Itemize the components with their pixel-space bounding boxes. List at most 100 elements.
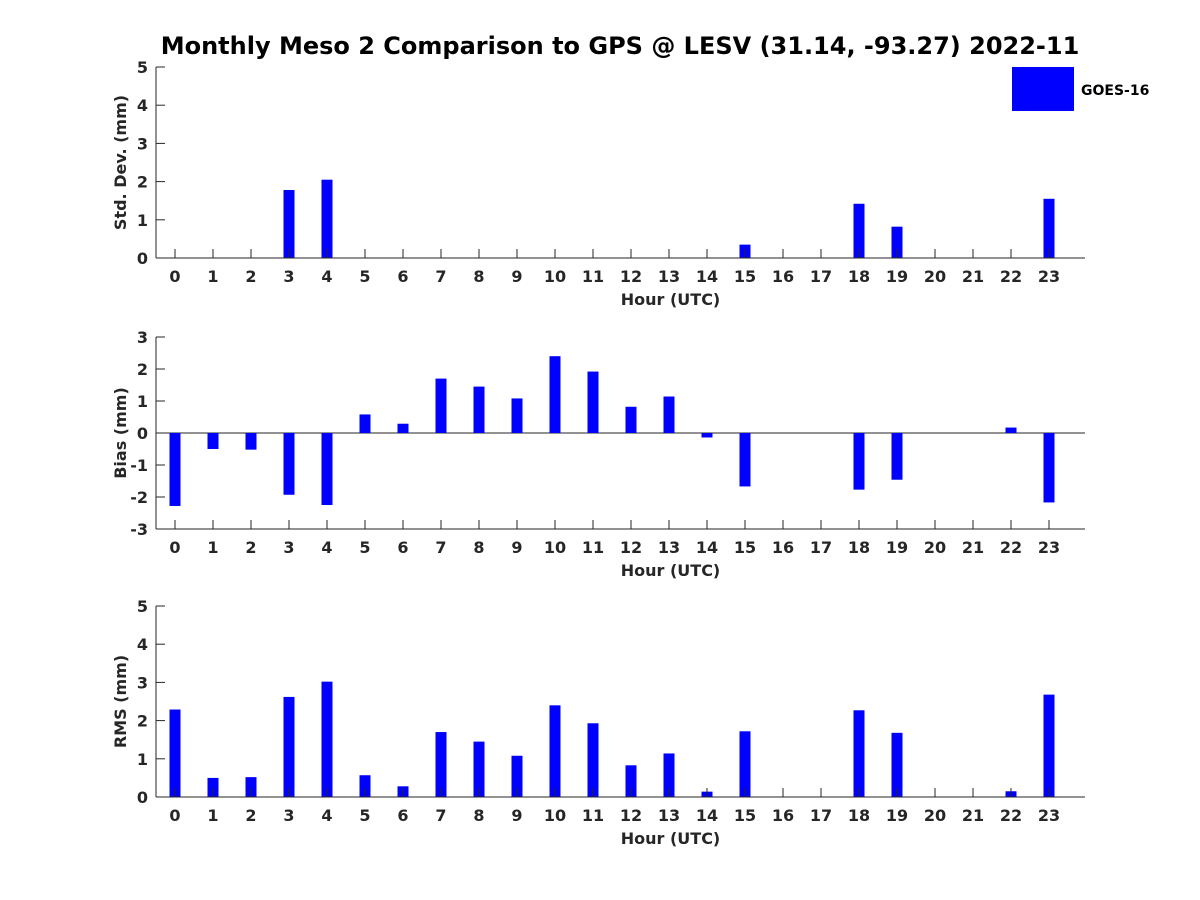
y-tick-label: 1 xyxy=(137,392,148,411)
x-tick-label: 11 xyxy=(582,538,604,557)
bar-hour-10 xyxy=(549,356,561,433)
x-tick-label: 12 xyxy=(620,538,642,557)
x-tick-label: 21 xyxy=(962,806,984,825)
bar-hour-13 xyxy=(663,753,675,797)
x-tick-label: 18 xyxy=(848,267,870,286)
bar-hour-0 xyxy=(169,433,181,506)
x-tick-label: 5 xyxy=(359,538,370,557)
y-tick-label: 1 xyxy=(137,750,148,769)
x-tick-label: 17 xyxy=(810,267,832,286)
x-tick-label: 4 xyxy=(321,806,332,825)
y-tick-label: 3 xyxy=(137,328,148,347)
y-tick-label: 5 xyxy=(137,58,148,77)
x-tick-label: 2 xyxy=(245,267,256,286)
x-tick-label: 16 xyxy=(772,267,794,286)
x-tick-label: 1 xyxy=(207,538,218,557)
x-tick-label: 3 xyxy=(283,806,294,825)
bar-hour-15 xyxy=(739,731,751,797)
x-tick-label: 20 xyxy=(924,538,946,557)
y-tick-label: 2 xyxy=(137,360,148,379)
x-tick-label: 7 xyxy=(435,538,446,557)
legend: GOES-16 xyxy=(1012,67,1149,111)
x-tick-label: 15 xyxy=(734,538,756,557)
x-tick-label: 17 xyxy=(810,806,832,825)
bar-hour-12 xyxy=(625,765,637,797)
y-tick-label: 0 xyxy=(137,424,148,443)
bar-hour-4 xyxy=(321,681,333,797)
y-tick-label: 3 xyxy=(137,673,148,692)
x-tick-label: 7 xyxy=(435,267,446,286)
x-tick-label: 1 xyxy=(207,267,218,286)
y-tick-label: 1 xyxy=(137,211,148,230)
bar-hour-7 xyxy=(435,732,447,797)
x-tick-label: 4 xyxy=(321,538,332,557)
x-tick-label: 8 xyxy=(473,806,484,825)
y-tick-label: -2 xyxy=(130,488,148,507)
x-tick-label: 6 xyxy=(397,806,408,825)
x-tick-label: 8 xyxy=(473,538,484,557)
x-tick-label: 21 xyxy=(962,267,984,286)
x-tick-label: 14 xyxy=(696,267,718,286)
y-tick-label: 3 xyxy=(137,134,148,153)
x-tick-label: 4 xyxy=(321,267,332,286)
bar-hour-0 xyxy=(169,709,181,797)
bar-hour-15 xyxy=(739,433,751,487)
x-tick-label: 16 xyxy=(772,806,794,825)
x-tick-label: 9 xyxy=(511,267,522,286)
y-tick-label: 2 xyxy=(137,173,148,192)
x-tick-label: 3 xyxy=(283,267,294,286)
x-tick-label: 19 xyxy=(886,267,908,286)
x-tick-label: 17 xyxy=(810,538,832,557)
x-tick-label: 20 xyxy=(924,267,946,286)
bar-hour-1 xyxy=(207,433,219,449)
x-tick-label: 22 xyxy=(1000,267,1022,286)
bar-hour-18 xyxy=(853,433,865,490)
x-tick-label: 11 xyxy=(582,806,604,825)
x-tick-label: 19 xyxy=(886,806,908,825)
y-axis-label: Std. Dev. (mm) xyxy=(111,95,130,230)
bar-hour-5 xyxy=(359,414,371,433)
x-tick-label: 6 xyxy=(397,538,408,557)
y-tick-label: 4 xyxy=(137,96,148,115)
x-tick-label: 2 xyxy=(245,538,256,557)
bar-hour-18 xyxy=(853,203,865,258)
x-tick-label: 23 xyxy=(1038,267,1060,286)
bar-hour-3 xyxy=(283,433,295,495)
x-tick-label: 1 xyxy=(207,806,218,825)
bar-hour-14 xyxy=(701,433,713,438)
x-axis-label: Hour (UTC) xyxy=(621,290,721,309)
x-tick-label: 12 xyxy=(620,267,642,286)
x-tick-label: 13 xyxy=(658,806,680,825)
x-tick-label: 13 xyxy=(658,267,680,286)
x-tick-label: 0 xyxy=(169,806,180,825)
x-tick-label: 0 xyxy=(169,538,180,557)
y-tick-label: 4 xyxy=(137,635,148,654)
bar-hour-11 xyxy=(587,371,599,433)
bar-hour-2 xyxy=(245,433,257,450)
x-tick-label: 12 xyxy=(620,806,642,825)
x-tick-label: 14 xyxy=(696,538,718,557)
x-tick-label: 16 xyxy=(772,538,794,557)
x-tick-label: 13 xyxy=(658,538,680,557)
x-tick-label: 8 xyxy=(473,267,484,286)
bar-hour-9 xyxy=(511,398,523,433)
y-axis-label: RMS (mm) xyxy=(111,655,130,748)
bar-hour-8 xyxy=(473,386,485,433)
x-axis-label: Hour (UTC) xyxy=(621,829,721,848)
y-tick-label: 2 xyxy=(137,712,148,731)
y-tick-label: 0 xyxy=(137,249,148,268)
x-tick-label: 7 xyxy=(435,806,446,825)
bar-hour-1 xyxy=(207,777,219,797)
bar-hour-13 xyxy=(663,396,675,433)
y-tick-label: -1 xyxy=(130,456,148,475)
bar-hour-19 xyxy=(891,732,903,797)
x-tick-label: 14 xyxy=(696,806,718,825)
bar-hour-19 xyxy=(891,433,903,480)
x-tick-label: 23 xyxy=(1038,538,1060,557)
bar-hour-23 xyxy=(1043,198,1055,258)
bar-hour-8 xyxy=(473,741,485,797)
